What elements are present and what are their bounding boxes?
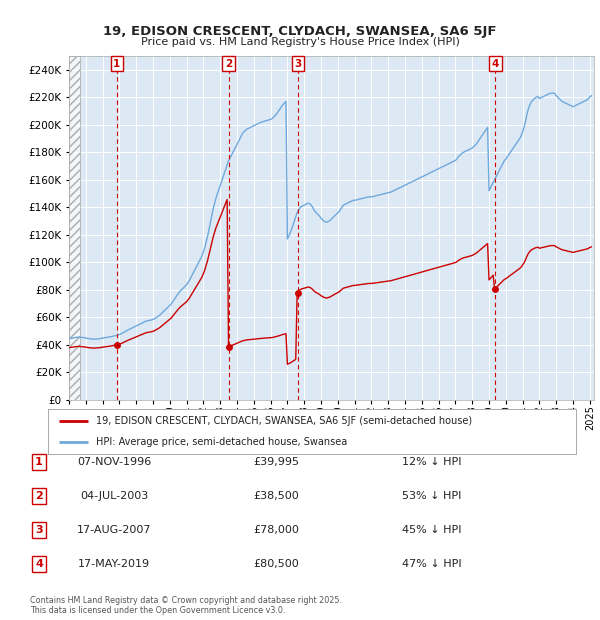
Text: 17-MAY-2019: 17-MAY-2019: [78, 559, 150, 569]
Bar: [69, 56, 80, 400]
Text: 53% ↓ HPI: 53% ↓ HPI: [403, 491, 461, 501]
Text: 4: 4: [491, 58, 499, 69]
Bar: [69, 56, 80, 400]
Text: Price paid vs. HM Land Registry's House Price Index (HPI): Price paid vs. HM Land Registry's House …: [140, 37, 460, 47]
Text: £80,500: £80,500: [253, 559, 299, 569]
Text: Contains HM Land Registry data © Crown copyright and database right 2025.
This d: Contains HM Land Registry data © Crown c…: [30, 596, 342, 615]
Text: 17-AUG-2007: 17-AUG-2007: [77, 525, 151, 535]
Text: 45% ↓ HPI: 45% ↓ HPI: [402, 525, 462, 535]
Text: £38,500: £38,500: [253, 491, 299, 501]
Text: 2: 2: [225, 58, 232, 69]
Text: 19, EDISON CRESCENT, CLYDACH, SWANSEA, SA6 5JF: 19, EDISON CRESCENT, CLYDACH, SWANSEA, S…: [103, 25, 497, 38]
Text: 12% ↓ HPI: 12% ↓ HPI: [402, 457, 462, 467]
Text: 4: 4: [35, 559, 43, 569]
Text: 19, EDISON CRESCENT, CLYDACH, SWANSEA, SA6 5JF (semi-detached house): 19, EDISON CRESCENT, CLYDACH, SWANSEA, S…: [95, 416, 472, 427]
Text: 3: 3: [294, 58, 302, 69]
Text: £78,000: £78,000: [253, 525, 299, 535]
Text: 1: 1: [113, 58, 121, 69]
Text: HPI: Average price, semi-detached house, Swansea: HPI: Average price, semi-detached house,…: [95, 436, 347, 447]
Text: 2: 2: [35, 491, 43, 501]
Text: 04-JUL-2003: 04-JUL-2003: [80, 491, 148, 501]
Text: 1: 1: [35, 457, 43, 467]
Text: 07-NOV-1996: 07-NOV-1996: [77, 457, 151, 467]
Text: 47% ↓ HPI: 47% ↓ HPI: [402, 559, 462, 569]
Text: 3: 3: [35, 525, 43, 535]
Text: £39,995: £39,995: [253, 457, 299, 467]
